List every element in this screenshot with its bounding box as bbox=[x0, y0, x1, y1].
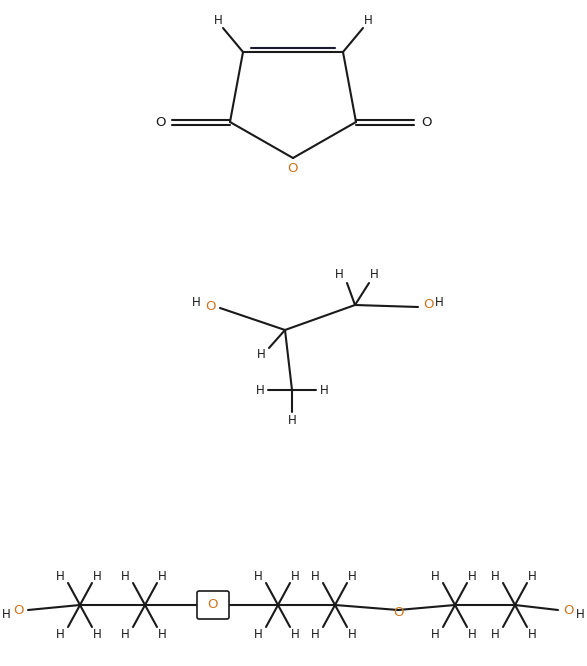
Text: H: H bbox=[214, 13, 222, 27]
Text: H: H bbox=[191, 296, 200, 308]
Text: H: H bbox=[528, 627, 537, 641]
Text: H: H bbox=[311, 569, 319, 583]
Text: O: O bbox=[208, 599, 218, 611]
Text: H: H bbox=[255, 384, 264, 396]
Text: H: H bbox=[257, 348, 265, 362]
Text: H: H bbox=[348, 627, 356, 641]
Text: H: H bbox=[56, 627, 65, 641]
Text: H: H bbox=[288, 414, 296, 426]
Text: H: H bbox=[120, 569, 129, 583]
Text: H: H bbox=[158, 627, 166, 641]
Text: H: H bbox=[528, 569, 537, 583]
Text: O: O bbox=[423, 298, 433, 312]
Text: O: O bbox=[155, 115, 166, 129]
Text: H: H bbox=[431, 627, 440, 641]
Text: O: O bbox=[205, 300, 215, 312]
Text: H: H bbox=[93, 569, 102, 583]
Text: H: H bbox=[434, 296, 443, 310]
FancyBboxPatch shape bbox=[197, 591, 229, 619]
Text: H: H bbox=[254, 569, 262, 583]
Text: H: H bbox=[468, 627, 477, 641]
Text: H: H bbox=[2, 607, 11, 621]
Text: H: H bbox=[254, 627, 262, 641]
Text: H: H bbox=[291, 627, 299, 641]
Text: H: H bbox=[491, 569, 500, 583]
Text: H: H bbox=[431, 569, 440, 583]
Text: H: H bbox=[348, 569, 356, 583]
Text: H: H bbox=[576, 607, 585, 621]
Text: O: O bbox=[13, 603, 23, 617]
Text: H: H bbox=[158, 569, 166, 583]
Text: O: O bbox=[421, 115, 431, 129]
Text: O: O bbox=[393, 605, 403, 619]
Text: H: H bbox=[311, 627, 319, 641]
Text: H: H bbox=[56, 569, 65, 583]
Text: H: H bbox=[363, 13, 372, 27]
Text: H: H bbox=[491, 627, 500, 641]
Text: H: H bbox=[370, 268, 379, 282]
Text: O: O bbox=[563, 603, 573, 617]
Text: H: H bbox=[320, 384, 328, 396]
Text: H: H bbox=[93, 627, 102, 641]
Text: O: O bbox=[288, 163, 298, 176]
Text: H: H bbox=[291, 569, 299, 583]
Text: H: H bbox=[335, 268, 343, 282]
Text: H: H bbox=[120, 627, 129, 641]
Text: H: H bbox=[468, 569, 477, 583]
